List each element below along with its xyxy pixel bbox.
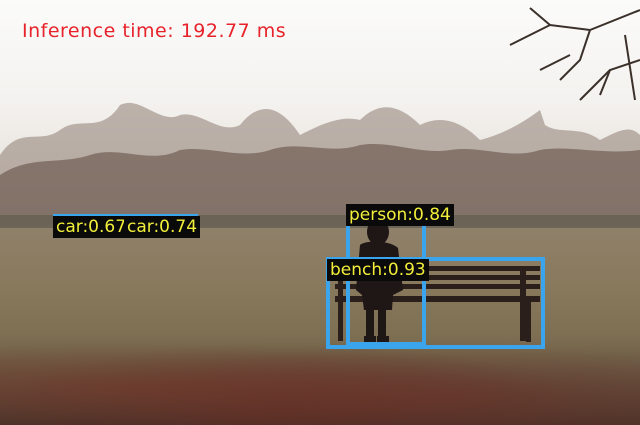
- tree-branches: [509, 7, 640, 101]
- inference-time-readout: Inference time: 192.77 ms: [22, 20, 287, 42]
- car-1-label: car:0.67: [53, 216, 130, 238]
- car-2-label: car:0.74: [124, 216, 201, 238]
- person-label: person:0.84: [346, 204, 454, 226]
- bench-image: [335, 266, 540, 342]
- tree-line: [0, 103, 640, 235]
- bench-bounding-box: [326, 257, 545, 349]
- bench-label: bench:0.93: [327, 259, 429, 281]
